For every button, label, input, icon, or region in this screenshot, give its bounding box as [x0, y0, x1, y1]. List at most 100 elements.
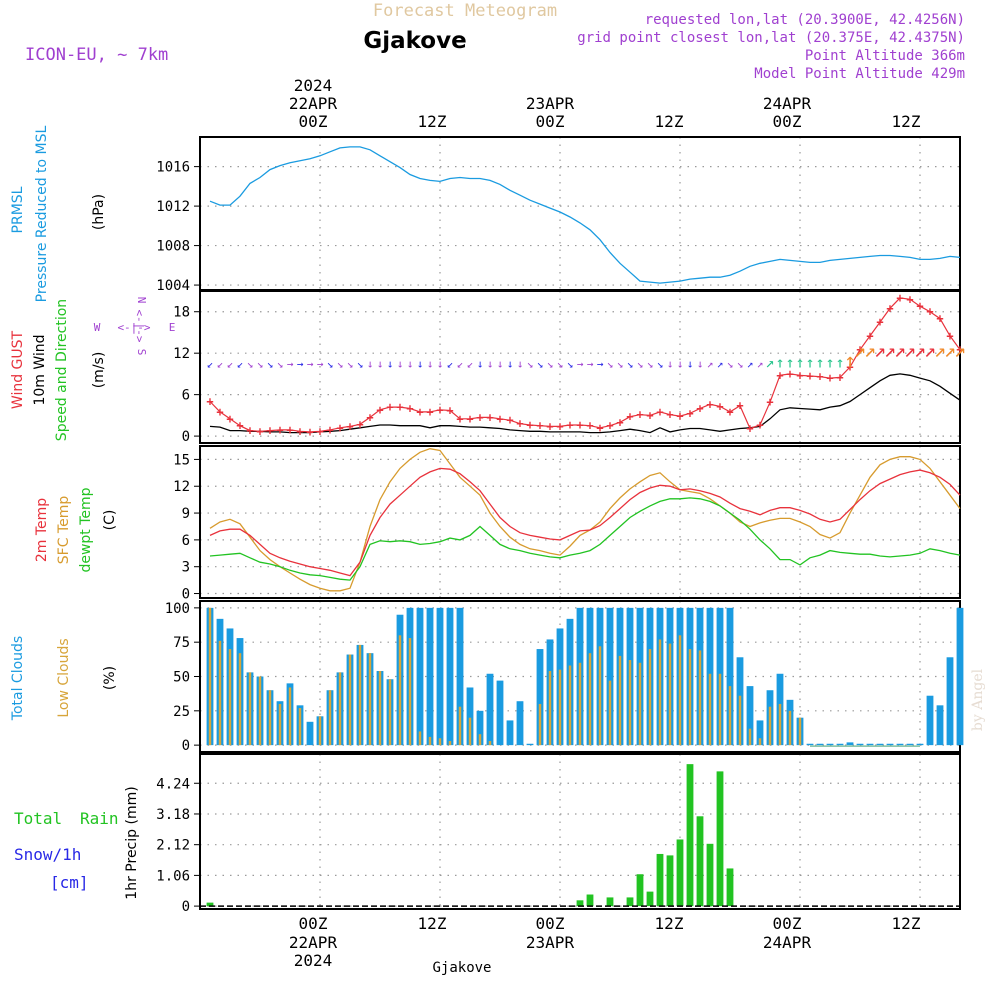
- gust-marker-29: +: [496, 412, 503, 426]
- wind-direction-arrow-55: ↗: [757, 358, 764, 371]
- wind-ytick-label-3: 18: [173, 305, 190, 321]
- low-cloud-bar-37: [578, 662, 582, 746]
- gust-marker-65: +: [856, 343, 863, 357]
- temperature-ytick-label-3: 9: [182, 506, 190, 522]
- low-cloud-bar-25: [458, 706, 462, 746]
- low-cloud-bar-49: [698, 650, 702, 746]
- wind-direction-arrow-21: ↓: [417, 358, 424, 371]
- temp-unit: (C): [102, 510, 118, 531]
- gust-marker-0: +: [206, 395, 213, 409]
- top-hour-label-2: 12Z: [418, 112, 447, 131]
- low-cloud-bar-33: [538, 703, 542, 746]
- total-cloud-bar-29: [496, 680, 504, 746]
- gust-marker-13: +: [336, 421, 343, 435]
- rain-bar-46: [666, 855, 674, 907]
- low-cloud-bar-34: [548, 671, 552, 746]
- wind-direction-arrow-36: ↘: [567, 358, 574, 371]
- total-cloud-bar-67: [876, 743, 884, 746]
- total-cloud-bar-40: [606, 607, 614, 746]
- wind-direction-arrow-27: ↓: [477, 358, 484, 371]
- gust-marker-35: +: [556, 419, 563, 433]
- low-cloud-bar-6: [268, 690, 272, 746]
- wind-direction-arrow-50: ↗: [707, 358, 714, 371]
- rain-bar-44: [646, 891, 654, 907]
- wind-direction-arrow-35: ↘: [557, 358, 564, 371]
- low-cloud-bar-42: [628, 660, 632, 746]
- low-cloud-bar-28: [488, 741, 492, 746]
- total-cloud-bar-54: [746, 686, 754, 746]
- wind-ytick-label-2: 12: [173, 346, 190, 362]
- gust-marker-8: +: [286, 423, 293, 437]
- wind-direction-arrow-69: ↗: [894, 338, 906, 362]
- wind-direction-arrow-46: ↓: [667, 358, 674, 371]
- wind-direction-arrow-19: ↓: [397, 358, 404, 371]
- clouds-ytick-label-3: 75: [173, 635, 190, 651]
- gust-marker-64: +: [846, 360, 853, 374]
- low-cloud-bar-46: [668, 643, 672, 746]
- wind-direction-arrow-59: ↑: [795, 354, 804, 372]
- top-hour-label-6: 12Z: [892, 112, 921, 131]
- bottom-year-label: 2024: [294, 951, 333, 970]
- pressure-ytick-label-1: 1008: [156, 239, 190, 255]
- wind-direction-arrow-43: ↘: [637, 358, 644, 371]
- gust-marker-18: +: [386, 400, 393, 414]
- wind-direction-arrow-18: ↓: [387, 358, 394, 371]
- gust-marker-1: +: [216, 405, 223, 419]
- low-cloud-bar-40: [608, 680, 612, 746]
- rain-bar-42: [626, 897, 634, 907]
- low-cloud-bar-19: [398, 635, 402, 746]
- low-cloud-bar-14: [348, 654, 352, 746]
- gust-marker-63: +: [836, 370, 843, 384]
- top-day-label-23apr: 23APR: [526, 94, 575, 113]
- low-cloud-bar-26: [468, 717, 472, 746]
- gust-marker-31: +: [516, 417, 523, 431]
- gust-marker-75: +: [956, 343, 963, 357]
- bottom-day-label-22apr: 22APR: [289, 933, 338, 952]
- compass-rose: W <-|-> E N <-|-> S: [94, 297, 176, 356]
- low-cloud-bar-36: [568, 665, 572, 746]
- wind-direction-arrow-31: ↓: [517, 358, 524, 371]
- wind-direction-arrow-68: ↗: [884, 338, 896, 362]
- gust-marker-14: +: [346, 419, 353, 433]
- gust-marker-52: +: [726, 405, 733, 419]
- gust-marker-5: +: [256, 424, 263, 438]
- top-hour-label-4: 12Z: [655, 112, 684, 131]
- wind-direction-arrow-53: ↘: [737, 358, 744, 371]
- low-cloud-bar-18: [388, 679, 392, 746]
- gust-marker-69: +: [896, 291, 903, 305]
- wind-direction-arrow-64: ↑: [844, 349, 856, 373]
- wind-direction-arrow-8: →: [287, 358, 294, 371]
- temp-2m-line: [209, 467, 961, 577]
- precipitation-ytick-label-3: 3.18: [156, 807, 190, 823]
- wind-direction-arrow-3: ↙: [237, 358, 244, 371]
- wind-direction-arrow-16: ↓: [367, 358, 374, 371]
- location-title: Gjakove: [363, 28, 466, 54]
- total-cloud-bar-60: [806, 743, 814, 746]
- gust-marker-43: +: [636, 408, 643, 422]
- rain-bar-48: [686, 764, 694, 907]
- wind-direction-arrow-25: ↙: [457, 358, 464, 371]
- rain-bar-52: [726, 868, 734, 907]
- total-cloud-bar-68: [886, 743, 894, 746]
- total-cloud-bar-72: [926, 695, 934, 746]
- pressure-ytick-label-3: 1016: [156, 160, 190, 176]
- gust-marker-59: +: [796, 368, 803, 382]
- low-cloud-bar-21: [418, 731, 422, 746]
- precipitation-ytick-label-2: 2.12: [156, 838, 190, 854]
- gust-marker-55: +: [756, 418, 763, 432]
- wind-direction-arrow-48: ↓: [687, 358, 694, 371]
- temperature-ytick-label-2: 6: [182, 533, 190, 549]
- gust-marker-72: +: [926, 305, 933, 319]
- precip-label-rain: Rain: [80, 809, 119, 828]
- gust-marker-11: +: [316, 424, 323, 438]
- gust-marker-6: +: [266, 424, 273, 438]
- pressure-frame: [199, 136, 961, 291]
- pressure-panel: 1004 1008 1012 1016: [156, 136, 961, 294]
- temperature-panel: 0 3 6 9 12 15: [173, 445, 961, 603]
- wind-direction-arrow-15: ↘: [357, 358, 364, 371]
- clouds-label-low: Low Clouds: [56, 638, 72, 717]
- bottom-hour-label-4: 12Z: [655, 914, 684, 933]
- gust-marker-45: +: [656, 405, 663, 419]
- low-cloud-bar-13: [338, 672, 342, 746]
- wind-direction-arrow-38: →: [587, 358, 594, 371]
